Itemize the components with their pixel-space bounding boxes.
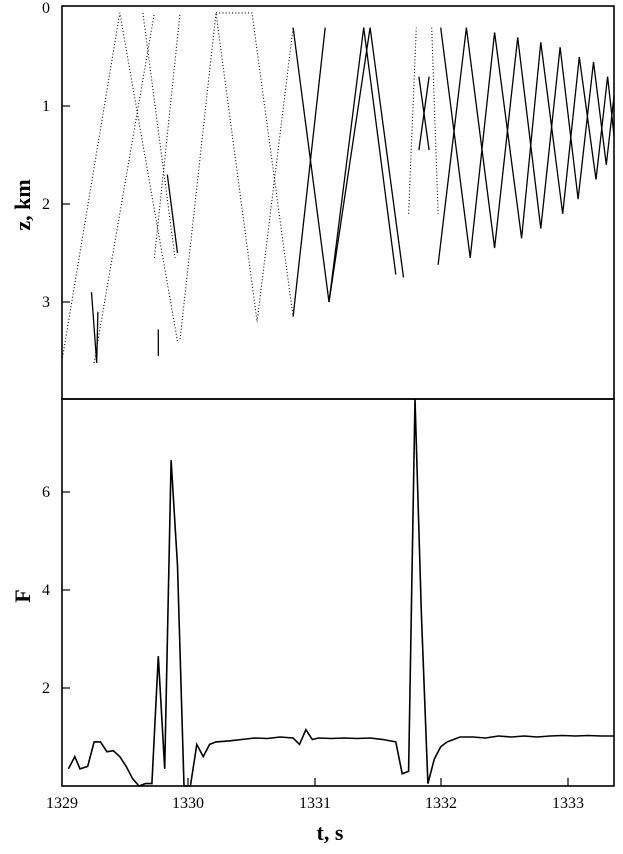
ray-path [363,27,397,275]
y-tick-label: 1 [42,98,50,115]
ray-path [437,27,615,265]
ray-path [440,27,615,258]
y-tick-label: 3 [42,294,50,311]
x-tick-label: 1330 [172,795,204,812]
top-plot-frame [61,5,615,400]
x-tick-label: 1329 [46,795,78,812]
ray-path [93,12,155,363]
y-tick-label: 0 [42,0,50,17]
x-axis-label: t, s [317,820,344,845]
y-tick-label: 6 [42,484,50,501]
ray-path [61,12,179,361]
top-y-axis-label: z, km [10,179,35,230]
y-tick-label: 4 [42,582,50,599]
top-panel: 0 1 2 3 z, km [10,0,615,400]
x-tick-label: 1332 [425,795,457,812]
ray-path [328,27,365,303]
ray-path [408,27,417,214]
ray-path [166,174,179,254]
ray-path [90,292,99,363]
bottom-x-ticks: 1329 1330 1331 1332 1333 [46,778,584,812]
ray-path [153,12,181,258]
top-y-ticks: 0 1 2 3 [42,0,70,311]
bottom-plot-frame [61,398,615,787]
x-tick-label: 1333 [552,795,584,812]
y-tick-label: 2 [42,196,50,213]
top-rays [61,12,615,363]
ray-path [292,27,326,317]
f-series-line [67,398,614,787]
ray-path [418,76,430,151]
ray-path [216,12,294,317]
y-tick-label: 2 [42,680,50,697]
ray-path [256,27,294,322]
x-tick-label: 1331 [299,795,331,812]
bottom-y-axis-label: F [10,589,35,602]
bottom-panel: 2 4 6 1329 1330 1331 1332 1333 F t, s [10,398,615,845]
ray-path [179,12,258,340]
ray-path [292,27,405,303]
ray-path [431,27,439,214]
bottom-y-ticks: 2 4 6 [42,484,70,697]
